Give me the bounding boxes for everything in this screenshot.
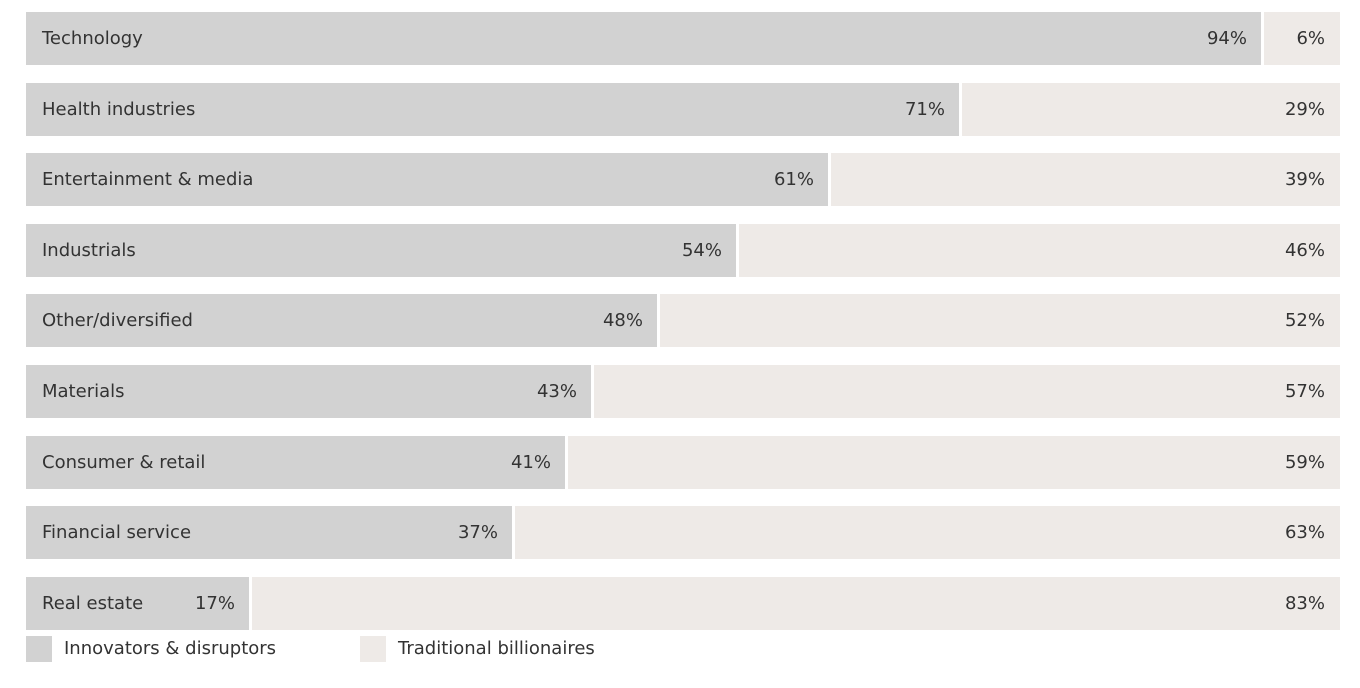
bar-row: Technology 94% 6% bbox=[26, 12, 1340, 65]
bar-innovators: Technology 94% bbox=[26, 12, 1261, 65]
bar-row: Other/diversified 48% 52% bbox=[26, 294, 1340, 347]
category-label: Entertainment & media bbox=[42, 153, 253, 206]
bar-row: Financial service 37% 63% bbox=[26, 506, 1340, 559]
value-label-traditional: 83% bbox=[1285, 577, 1325, 630]
legend-swatch-traditional bbox=[360, 636, 386, 662]
value-label-innovators: 48% bbox=[603, 294, 643, 347]
value-label-innovators: 41% bbox=[511, 436, 551, 489]
value-label-innovators: 17% bbox=[195, 577, 235, 630]
bar-row: Consumer & retail 41% 59% bbox=[26, 436, 1340, 489]
bar-traditional: 59% bbox=[568, 436, 1340, 489]
value-label-traditional: 6% bbox=[1296, 12, 1325, 65]
value-label-traditional: 39% bbox=[1285, 153, 1325, 206]
bar-traditional: 52% bbox=[660, 294, 1340, 347]
value-label-traditional: 29% bbox=[1285, 83, 1325, 136]
bar-innovators: Entertainment & media 61% bbox=[26, 153, 828, 206]
legend-label-traditional: Traditional billionaires bbox=[398, 636, 595, 662]
bar-row: Real estate 17% 83% bbox=[26, 577, 1340, 630]
bar-innovators: Real estate 17% bbox=[26, 577, 249, 630]
value-label-innovators: 37% bbox=[458, 506, 498, 559]
bar-traditional: 6% bbox=[1264, 12, 1340, 65]
bar-row: Industrials 54% 46% bbox=[26, 224, 1340, 277]
bar-traditional: 63% bbox=[515, 506, 1340, 559]
category-label: Consumer & retail bbox=[42, 436, 205, 489]
category-label: Real estate bbox=[42, 577, 143, 630]
bar-row: Health industries 71% 29% bbox=[26, 83, 1340, 136]
value-label-innovators: 43% bbox=[537, 365, 577, 418]
value-label-traditional: 59% bbox=[1285, 436, 1325, 489]
value-label-innovators: 54% bbox=[682, 224, 722, 277]
bar-innovators: Consumer & retail 41% bbox=[26, 436, 565, 489]
value-label-traditional: 63% bbox=[1285, 506, 1325, 559]
category-label: Other/diversified bbox=[42, 294, 193, 347]
bar-traditional: 46% bbox=[739, 224, 1340, 277]
category-label: Industrials bbox=[42, 224, 136, 277]
legend-swatch-innovators bbox=[26, 636, 52, 662]
value-label-traditional: 52% bbox=[1285, 294, 1325, 347]
bar-row: Materials 43% 57% bbox=[26, 365, 1340, 418]
value-label-traditional: 57% bbox=[1285, 365, 1325, 418]
category-label: Financial service bbox=[42, 506, 191, 559]
legend-label-innovators: Innovators & disruptors bbox=[64, 636, 276, 662]
category-label: Technology bbox=[42, 12, 143, 65]
bar-innovators: Other/diversified 48% bbox=[26, 294, 657, 347]
category-label: Materials bbox=[42, 365, 125, 418]
legend: Innovators & disruptors Traditional bill… bbox=[26, 636, 1340, 688]
stacked-bar-chart: Technology 94% 6% Health industries 71% 29% En… bbox=[26, 12, 1340, 630]
value-label-innovators: 94% bbox=[1207, 12, 1247, 65]
bar-row: Entertainment & media 61% 39% bbox=[26, 153, 1340, 206]
bar-traditional: 29% bbox=[962, 83, 1340, 136]
bar-innovators: Financial service 37% bbox=[26, 506, 512, 559]
value-label-innovators: 61% bbox=[774, 153, 814, 206]
category-label: Health industries bbox=[42, 83, 195, 136]
bar-innovators: Health industries 71% bbox=[26, 83, 959, 136]
bar-traditional: 57% bbox=[594, 365, 1340, 418]
bar-innovators: Industrials 54% bbox=[26, 224, 736, 277]
value-label-innovators: 71% bbox=[905, 83, 945, 136]
bar-innovators: Materials 43% bbox=[26, 365, 591, 418]
value-label-traditional: 46% bbox=[1285, 224, 1325, 277]
bar-traditional: 39% bbox=[831, 153, 1340, 206]
bar-traditional: 83% bbox=[252, 577, 1340, 630]
